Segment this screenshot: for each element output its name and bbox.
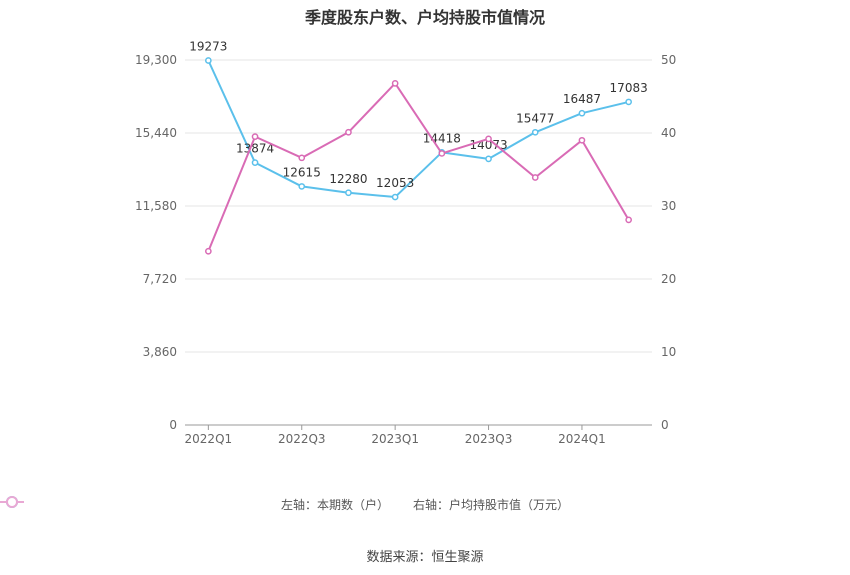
x-tick-label: 2022Q1	[185, 432, 233, 446]
y-right-tick-label: 40	[661, 126, 676, 140]
legend-item-holders[interactable]: 左轴：本期数（户）	[0, 496, 389, 513]
legend: 左轴：本期数（户） 右轴：户均持股市值（万元）	[0, 496, 850, 513]
data-label: 16487	[563, 92, 601, 106]
y-right-tick-label: 30	[661, 199, 676, 213]
data-point-holders	[345, 189, 352, 197]
data-point-value	[578, 136, 586, 144]
data-point-holders	[391, 193, 399, 201]
legend-label-holders: 左轴：本期数（户）	[280, 498, 389, 512]
y-right-tick-label: 50	[661, 53, 676, 67]
data-point-holders	[531, 128, 539, 136]
y-left-tick-label: 11,580	[135, 199, 177, 213]
data-point-holders	[625, 98, 633, 106]
data-point-value	[251, 133, 259, 140]
y-left-tick-label: 19,300	[135, 53, 177, 67]
legend-label-value: 右轴：户均持股市值（万元）	[413, 498, 570, 512]
series-line-holders	[207, 60, 629, 199]
x-tick-label: 2023Q3	[465, 432, 513, 446]
data-point-value	[205, 247, 212, 255]
data-point-holders	[578, 109, 586, 117]
data-point-holders	[298, 183, 306, 190]
source-note: 数据来源：恒生聚源	[366, 550, 484, 565]
data-point-value	[485, 135, 492, 143]
legend-item-value[interactable]: 右轴：户均持股市值（万元）	[0, 496, 570, 513]
y-right-tick-label: 10	[661, 345, 676, 359]
data-label: 13874	[236, 142, 274, 156]
x-tick-label: 2023Q1	[371, 432, 419, 446]
data-label: 12053	[376, 176, 414, 190]
x-tick-label: 2022Q3	[278, 432, 326, 446]
x-tick-label: 2024Q1	[558, 432, 606, 446]
data-label: 14418	[423, 131, 461, 145]
series-line-value	[207, 82, 630, 252]
data-label: 17083	[610, 81, 648, 95]
data-label: 12615	[283, 165, 321, 179]
y-left-tick-label: 0	[169, 418, 177, 432]
data-point-value	[391, 80, 399, 87]
data-point-holders	[485, 155, 492, 163]
data-label: 12280	[329, 172, 367, 186]
y-left-tick-label: 3,860	[143, 345, 177, 359]
y-right-tick-label: 20	[661, 272, 676, 286]
y-right-tick-label: 0	[661, 418, 669, 432]
chart-title: 季度股东户数、户均持股市值情况	[304, 8, 545, 27]
y-left-tick-label: 15,440	[135, 126, 177, 140]
data-point-value	[438, 150, 446, 157]
data-point-holders	[251, 159, 259, 166]
y-left-tick-label: 7,720	[143, 272, 177, 286]
legend-line-icon	[0, 496, 24, 508]
data-point-value	[298, 154, 306, 162]
data-point-value	[625, 216, 633, 224]
data-label: 15477	[516, 111, 554, 125]
data-point-value	[531, 174, 539, 181]
data-label: 19273	[189, 40, 227, 54]
data-point-value	[345, 128, 352, 136]
data-point-holders	[205, 57, 212, 64]
